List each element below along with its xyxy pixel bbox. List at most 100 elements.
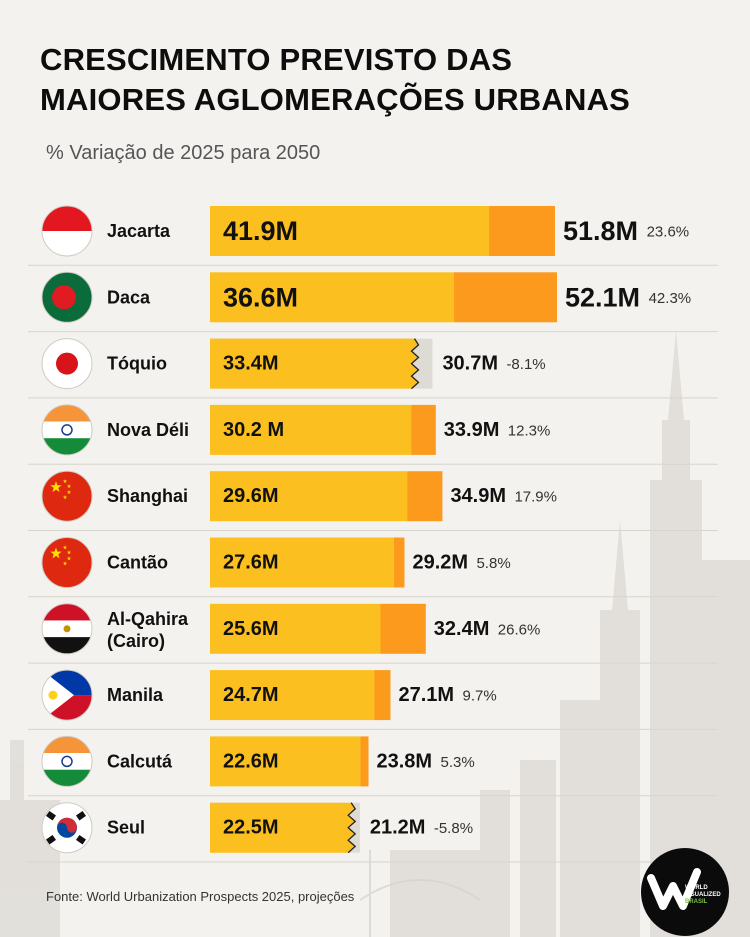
bar-2025 — [210, 404, 412, 455]
flag-small-star — [62, 545, 68, 550]
flag-small-star — [62, 495, 68, 499]
bar-2050 — [210, 802, 356, 853]
value-label-2050: 34.9M — [450, 485, 506, 507]
south-korea-flag-icon — [42, 802, 92, 853]
bar-2025 — [210, 736, 361, 787]
egypt-flag-icon — [42, 603, 92, 654]
flag-red-field — [42, 537, 92, 588]
chart-subtitle: % Variação de 2025 para 2050 — [46, 142, 321, 164]
value-label-2050: 30.7M — [442, 353, 498, 375]
flag-outline — [41, 205, 93, 257]
city-label: Calcutá — [107, 751, 173, 771]
flag-chakra — [61, 755, 73, 768]
flag-outline — [41, 271, 93, 323]
bangladesh-flag-icon — [42, 272, 92, 323]
flag-trigram — [46, 810, 56, 821]
flag-white-band — [42, 421, 92, 439]
city-row: Calcutá 22.6M 23.8M 5.3% — [28, 735, 718, 797]
bar-growth-2050 — [411, 404, 436, 455]
logo-text: WORLD VISUALIZED BRASIL — [685, 885, 721, 905]
logo-w-mark-icon — [647, 868, 701, 910]
title-line-2: MAIORES AGLOMERAÇÕES URBANAS — [40, 82, 631, 117]
value-label-2050: 29.2M — [412, 552, 468, 574]
pct-change-label: 5.8% — [476, 555, 510, 572]
pct-change-label: 5.3% — [441, 754, 475, 771]
value-label-2025: 30.2 M — [223, 419, 284, 441]
decline-zigzag — [410, 338, 420, 390]
flag-red-disc — [52, 285, 76, 310]
value-label-2050: 33.9M — [444, 419, 500, 441]
flag-outline — [41, 338, 93, 390]
bar-2025 — [210, 603, 381, 654]
flag-small-star — [62, 479, 68, 483]
city-label: Daca — [107, 287, 151, 307]
flag-green-band — [42, 438, 92, 455]
city-row: Nova Déli 30.2 M 33.9M 12.3% — [28, 404, 718, 465]
flag-saffron-band — [42, 736, 92, 754]
flag-outline — [41, 404, 93, 456]
bar-2025 — [210, 272, 454, 323]
flag-white-band — [42, 231, 92, 256]
city-label: Tóquio — [107, 354, 167, 374]
value-label-2050: 52.1M — [565, 282, 640, 312]
bar-growth-2050 — [489, 206, 556, 256]
flag-small-star — [66, 556, 72, 561]
pct-change-label: 12.3% — [508, 422, 551, 439]
flag-small-star — [66, 490, 72, 494]
flag-outline — [41, 470, 93, 522]
flag-white-triangle — [42, 670, 74, 721]
india-flag-icon — [42, 404, 92, 455]
flag-trigram — [76, 810, 86, 821]
city-label: Shanghai — [107, 486, 188, 506]
china-flag-icon — [42, 471, 92, 522]
decline-zigzag — [347, 802, 357, 854]
value-label-2025: 25.6M — [223, 618, 279, 640]
pct-change-label: 17.9% — [514, 489, 557, 506]
flag-outline — [41, 603, 93, 655]
bar-2025 — [210, 537, 394, 588]
city-label: (Cairo) — [107, 631, 165, 651]
bar-2050 — [210, 338, 419, 389]
pct-change-label: 26.6% — [498, 621, 541, 638]
flag-sun — [48, 690, 58, 700]
flag-black-band — [42, 637, 92, 654]
bar-growth-2050 — [393, 537, 405, 588]
bar-growth-2050 — [374, 670, 391, 721]
bar-growth-2050 — [453, 272, 557, 323]
value-label-2025: 36.6M — [223, 282, 298, 312]
city-row: Daca 36.6M 52.1M 42.3% — [28, 271, 718, 333]
pct-change-label: -5.8% — [434, 820, 473, 837]
city-label: Manila — [107, 685, 164, 705]
bar-growth-2050 — [360, 736, 369, 787]
flag-outline — [41, 802, 93, 854]
value-label-2025: 29.6M — [223, 485, 279, 507]
world-visualized-logo: WORLD VISUALIZED BRASIL — [641, 848, 729, 936]
value-label-2025: 22.6M — [223, 750, 279, 772]
city-row: Jacarta 41.9M 51.8M 23.6% — [28, 205, 718, 266]
flag-outline — [41, 735, 93, 787]
flag-big-star — [50, 481, 62, 493]
flag-chakra — [61, 424, 73, 436]
city-row: Al-Qahira(Cairo) 25.6M 32.4M 26.6% — [28, 603, 718, 664]
flag-small-star — [66, 484, 72, 488]
japan-flag-icon — [42, 338, 92, 389]
flag-outline — [41, 537, 93, 588]
flag-eagle — [63, 625, 71, 633]
bar-2025 — [210, 206, 490, 256]
value-label-2050: 23.8M — [377, 750, 433, 772]
flag-trigram — [46, 834, 56, 845]
india-flag-icon — [42, 736, 92, 787]
city-row: Cantão 27.6M 29.2M 5.8% — [28, 537, 718, 598]
chart-title: CRESCIMENTO PREVISTO DAS MAIORES AGLOMER… — [40, 40, 720, 120]
pct-change-label: -8.1% — [506, 356, 545, 373]
flag-green-band — [42, 769, 92, 787]
title-line-1: CRESCIMENTO PREVISTO DAS — [40, 42, 513, 77]
city-row: Manila 24.7M 27.1M 9.7% — [28, 669, 718, 730]
value-label-2025: 41.9M — [223, 216, 298, 246]
bar-growth-2050 — [380, 603, 426, 654]
city-label: Seul — [107, 818, 145, 838]
flag-outline — [41, 669, 93, 721]
value-label-2025: 33.4M — [223, 353, 279, 375]
flag-white-band — [42, 753, 92, 770]
bar-2025 — [210, 471, 408, 522]
